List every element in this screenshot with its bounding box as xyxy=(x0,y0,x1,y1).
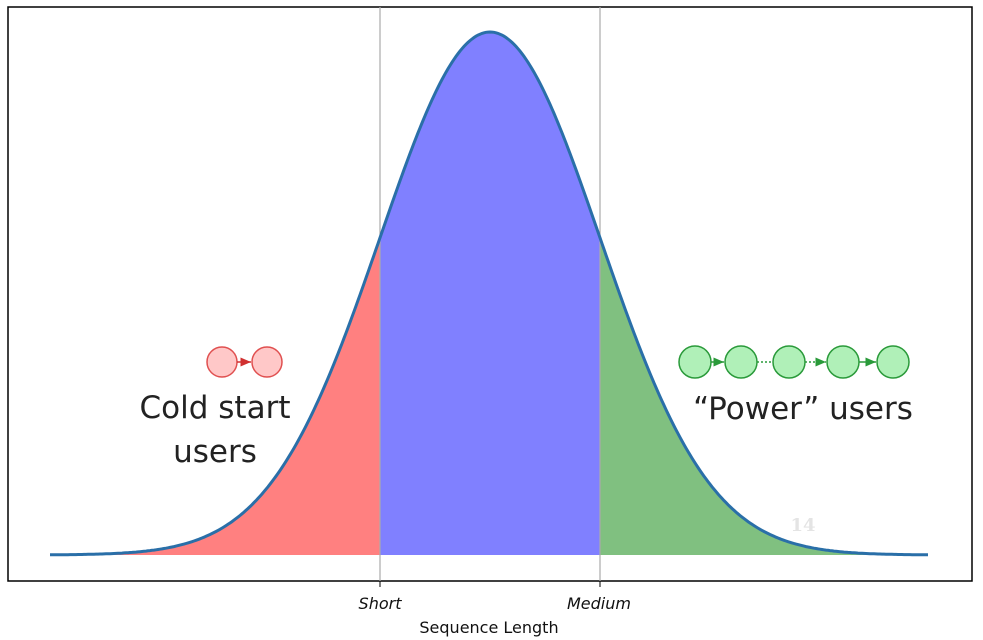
cold-start-region xyxy=(50,237,380,556)
power-region xyxy=(600,237,928,556)
node xyxy=(772,345,806,379)
node xyxy=(206,346,238,378)
middle-region xyxy=(380,32,600,555)
annotation: users xyxy=(173,434,257,470)
annotation: Cold start xyxy=(140,390,291,426)
node xyxy=(724,345,758,379)
node xyxy=(251,346,283,378)
cold-start-icon xyxy=(206,346,283,378)
node xyxy=(876,345,910,379)
x-tick-label: Short xyxy=(359,594,403,613)
power-icon xyxy=(678,345,910,379)
node xyxy=(678,345,712,379)
x-tick-label: Medium xyxy=(567,594,631,613)
distribution-curve xyxy=(50,30,928,557)
watermark: 14 xyxy=(790,515,815,536)
x-axis-label: Sequence Length xyxy=(419,618,558,637)
node xyxy=(826,345,860,379)
annotation: “Power” users xyxy=(693,391,913,427)
